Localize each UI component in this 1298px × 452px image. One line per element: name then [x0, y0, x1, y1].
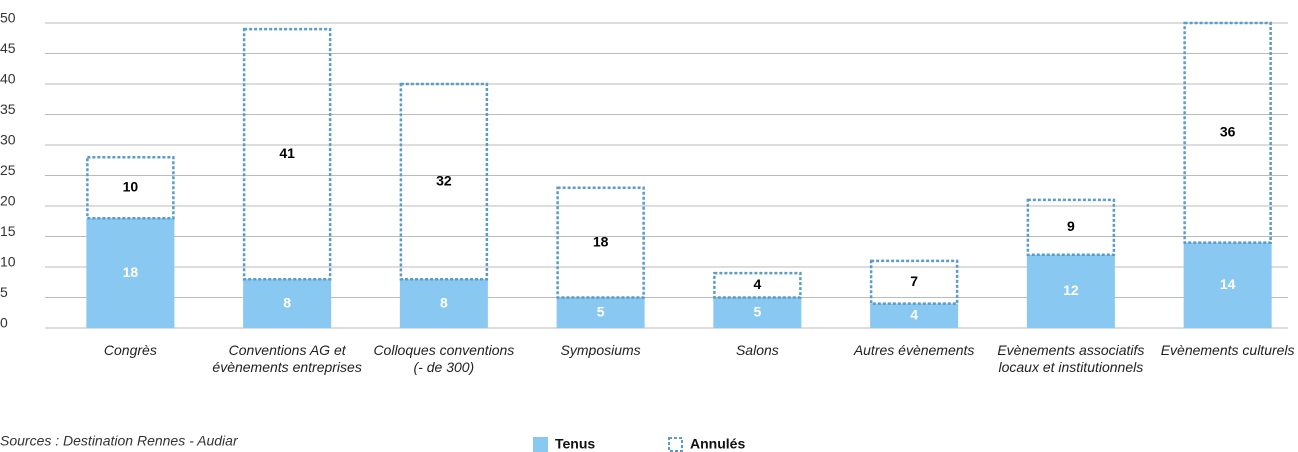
bar-segment	[870, 303, 959, 328]
data-label: 8	[440, 294, 448, 310]
legend-label: Tenus	[555, 436, 595, 452]
legend-label: Annulés	[690, 436, 745, 452]
bar-segment	[869, 259, 959, 305]
y-tick-label: 50	[0, 10, 16, 26]
bar-segment	[713, 297, 802, 328]
y-tick-label: 5	[0, 284, 8, 300]
source: Sources : Destination Rennes - Audiar	[0, 433, 239, 449]
data-label: 4	[910, 307, 918, 323]
bar-segment	[556, 297, 645, 328]
data-label: 36	[1220, 124, 1236, 140]
data-label: 41	[279, 145, 295, 161]
data-label: 7	[910, 273, 918, 289]
bar-segment	[1026, 198, 1116, 257]
bar-segment	[86, 155, 175, 220]
x-tick-label: Evènements associatifs locaux et institu…	[997, 342, 1145, 375]
data-label: 14	[1220, 276, 1236, 292]
y-tick-label: 40	[0, 71, 16, 87]
bar-segment	[1183, 21, 1272, 244]
x-tick-label: Conventions AG et évènements entreprises	[212, 342, 362, 375]
y-tick-label: 20	[0, 193, 16, 209]
x-tick-label: Salons	[735, 342, 779, 358]
x-tick-label: Symposiums	[560, 342, 641, 358]
x-tick-label: Congrès	[103, 342, 157, 358]
x-tick-label: Evènements culturels	[1160, 342, 1295, 358]
bar-segment	[1026, 254, 1115, 328]
y-tick-label: 15	[0, 223, 16, 239]
bar-segment	[399, 279, 488, 328]
bar-segment	[556, 186, 645, 299]
y-tick-label: 45	[0, 40, 16, 56]
data-label: 18	[593, 233, 609, 249]
y-tick-label: 35	[0, 101, 16, 117]
legend-swatch	[533, 437, 548, 452]
data-label: 18	[123, 264, 139, 280]
data-label: 10	[123, 178, 139, 194]
bar-segment	[242, 27, 332, 281]
bar-segment	[713, 271, 802, 299]
legend-swatch	[668, 437, 683, 452]
y-tick-label: 30	[0, 132, 16, 148]
data-label: 5	[597, 303, 605, 319]
bar-segment	[86, 218, 175, 328]
data-label: 5	[753, 303, 761, 319]
data-label: 12	[1063, 282, 1079, 298]
data-label: 9	[1067, 218, 1075, 234]
x-tick-label: Colloques conventions (- de 300)	[373, 342, 515, 375]
y-tick-label: 0	[0, 315, 8, 331]
y-tick-label: 10	[0, 254, 16, 270]
data-label: 32	[436, 172, 452, 188]
bar-segment	[1183, 242, 1272, 328]
x-tick-label: Autres évènements	[853, 342, 975, 358]
data-label: 8	[283, 294, 291, 310]
data-label: 4	[753, 276, 761, 292]
y-tick-label: 25	[0, 162, 16, 178]
bar-segment	[399, 82, 489, 281]
bar-segment	[243, 279, 332, 328]
